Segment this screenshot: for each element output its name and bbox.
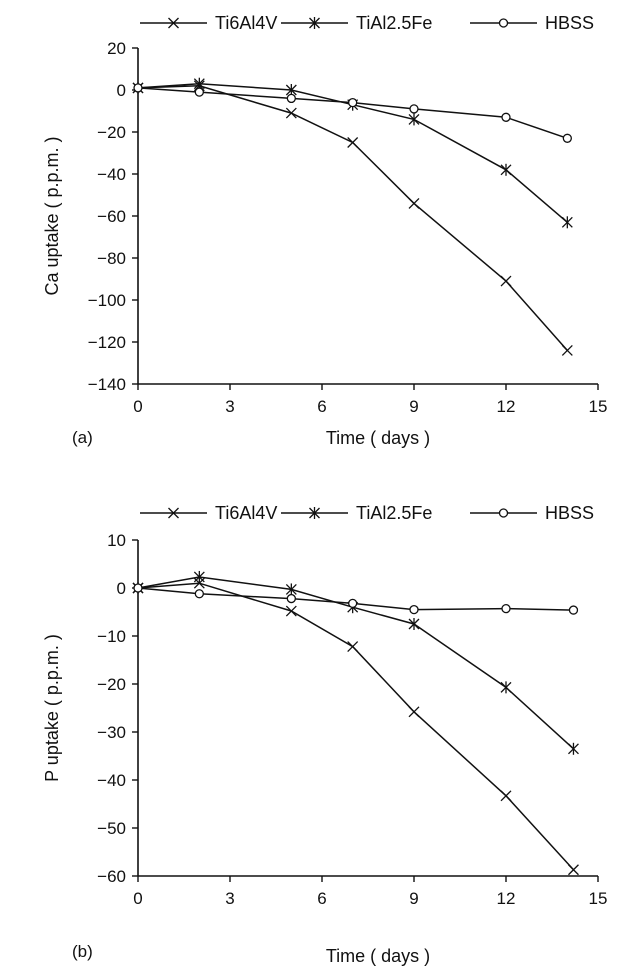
data-point	[561, 216, 573, 229]
legend-entry: HBSS	[470, 13, 594, 33]
x-tick-label: 12	[497, 397, 516, 416]
data-point	[194, 589, 204, 599]
data-point	[409, 104, 419, 114]
series-tial2-5fe	[132, 570, 579, 755]
y-tick-label: 10	[107, 531, 126, 550]
y-tick-label: −20	[97, 123, 126, 142]
series-line	[137, 582, 575, 871]
y-tick-label: 20	[107, 39, 126, 58]
x-tick-label: 15	[589, 397, 608, 416]
data-point	[194, 87, 204, 97]
data-point	[408, 113, 420, 126]
legend-marker	[309, 17, 320, 29]
data-point	[285, 605, 297, 617]
legend-entry: TiAl2.5Fe	[281, 13, 432, 33]
data-point	[500, 681, 512, 694]
data-point	[409, 604, 419, 615]
legend-label: HBSS	[545, 503, 594, 523]
series-ti6al4v	[132, 577, 579, 876]
data-point	[500, 275, 512, 287]
legend-entry: Ti6Al4V	[140, 503, 277, 523]
data-point	[286, 93, 296, 104]
data-point	[561, 344, 573, 356]
data-point	[348, 598, 358, 609]
data-point	[133, 83, 143, 93]
legend-label: TiAl2.5Fe	[356, 503, 432, 523]
series-line	[137, 85, 568, 351]
y-tick-label: −10	[97, 627, 126, 646]
x-tick-label: 3	[225, 397, 234, 416]
legend-entry: HBSS	[470, 503, 594, 523]
y-tick-label: −50	[97, 819, 126, 838]
data-point	[408, 618, 420, 630]
data-point	[408, 706, 420, 718]
legend-marker	[498, 508, 509, 518]
x-tick-label: 6	[317, 397, 326, 416]
chart-panel-b: 10 0 −10 −20 −30 −40 −50 −60 0 3 6 9 12 15 Time ( days…	[42, 503, 607, 966]
data-point	[562, 133, 572, 143]
series-hbss	[133, 83, 572, 143]
y-tick-label: −40	[97, 771, 126, 790]
data-point	[348, 97, 358, 108]
legend-marker	[309, 507, 320, 519]
y-tick-label: −100	[88, 291, 126, 310]
legend-label: Ti6Al4V	[215, 13, 277, 33]
y-tick-label: 0	[117, 579, 126, 598]
data-point	[133, 583, 143, 593]
x-axis-label: Time ( days )	[326, 946, 430, 966]
legend-label: HBSS	[545, 13, 594, 33]
legend-marker	[498, 18, 509, 28]
data-point	[285, 107, 297, 119]
x-tick-label: 9	[409, 397, 418, 416]
chart-panel-a: 20 0 −20 −40 −60 −80 −100 −120 −140 0 3 6 9 12 15 Time …	[42, 13, 607, 448]
y-tick-label: −20	[97, 675, 126, 694]
x-tick-label: 9	[409, 889, 418, 908]
data-point	[568, 742, 579, 755]
data-point	[193, 570, 205, 583]
series-hbss	[133, 583, 579, 615]
x-tick-label: 12	[497, 889, 516, 908]
data-point	[500, 790, 512, 802]
data-point	[568, 605, 579, 615]
y-tick-label: −30	[97, 723, 126, 742]
x-tick-label: 6	[317, 889, 326, 908]
y-tick-label: −40	[97, 165, 126, 184]
x-tick-label: 3	[225, 889, 234, 908]
legend-entry: Ti6Al4V	[140, 13, 277, 33]
data-point	[285, 583, 297, 596]
y-axis-label: P uptake ( p.p.m. )	[42, 634, 62, 782]
y-tick-label: −60	[97, 867, 126, 886]
y-tick-label: −140	[88, 375, 126, 394]
data-point	[347, 641, 359, 653]
x-tick-label: 0	[133, 397, 142, 416]
data-point	[568, 864, 579, 876]
data-point	[347, 137, 359, 148]
data-point	[408, 197, 420, 209]
data-point	[286, 593, 296, 604]
x-axis-label: Time ( days )	[326, 428, 430, 448]
y-tick-label: −80	[97, 249, 126, 268]
x-tick-label: 0	[133, 889, 142, 908]
legend-label: Ti6Al4V	[215, 503, 277, 523]
y-tick-label: 0	[117, 81, 126, 100]
legend-entry: TiAl2.5Fe	[281, 503, 432, 523]
legend-marker	[168, 507, 179, 519]
panel-label: (a)	[72, 428, 93, 447]
data-point	[501, 603, 511, 614]
series-ti6al4v	[132, 80, 573, 356]
legend-marker	[168, 17, 179, 29]
y-tick-label: −120	[88, 333, 126, 352]
legend-label: TiAl2.5Fe	[356, 13, 432, 33]
data-point	[500, 163, 512, 176]
panel-label: (b)	[72, 942, 93, 961]
y-axis-label: Ca uptake ( p.p.m. )	[42, 136, 62, 295]
data-point	[501, 112, 511, 122]
x-tick-label: 15	[589, 889, 608, 908]
y-tick-label: −60	[97, 207, 126, 226]
